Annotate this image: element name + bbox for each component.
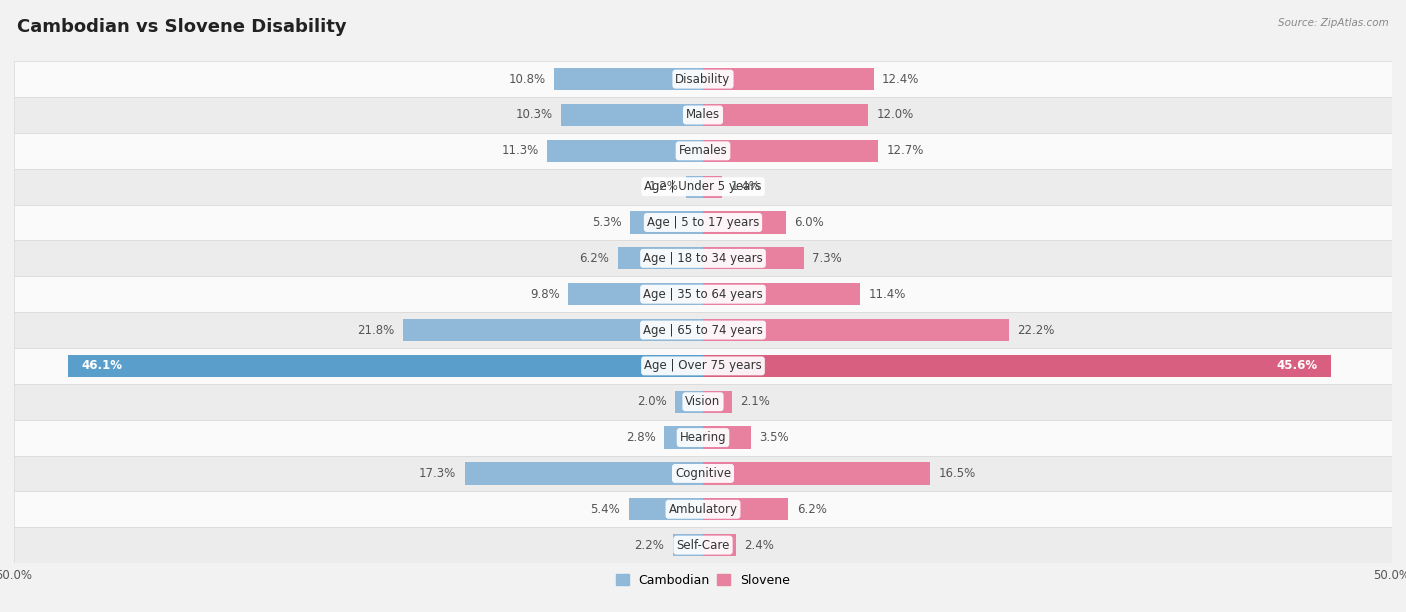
Bar <box>703 68 875 90</box>
Text: Disability: Disability <box>675 73 731 86</box>
Text: 10.3%: 10.3% <box>516 108 553 121</box>
Text: Age | Over 75 years: Age | Over 75 years <box>644 359 762 372</box>
Text: Age | Under 5 years: Age | Under 5 years <box>644 180 762 193</box>
Text: Vision: Vision <box>685 395 721 408</box>
Text: Age | 65 to 74 years: Age | 65 to 74 years <box>643 324 763 337</box>
Legend: Cambodian, Slovene: Cambodian, Slovene <box>612 569 794 592</box>
Text: Age | 5 to 17 years: Age | 5 to 17 years <box>647 216 759 229</box>
Text: Source: ZipAtlas.com: Source: ZipAtlas.com <box>1278 18 1389 28</box>
Bar <box>686 176 703 198</box>
Text: Females: Females <box>679 144 727 157</box>
Text: 6.2%: 6.2% <box>797 503 827 516</box>
Bar <box>703 104 869 126</box>
Bar <box>14 133 1392 169</box>
Bar <box>561 104 703 126</box>
Bar <box>14 312 1392 348</box>
Text: 6.2%: 6.2% <box>579 252 609 265</box>
Bar <box>14 491 1392 527</box>
Bar <box>703 462 931 485</box>
Text: 12.7%: 12.7% <box>886 144 924 157</box>
Text: 12.4%: 12.4% <box>882 73 920 86</box>
Bar <box>672 534 703 556</box>
Bar <box>703 283 860 305</box>
Text: Self-Care: Self-Care <box>676 539 730 551</box>
Bar <box>14 241 1392 276</box>
Bar <box>547 140 703 162</box>
Text: Age | 35 to 64 years: Age | 35 to 64 years <box>643 288 763 300</box>
Bar <box>14 61 1392 97</box>
Text: 17.3%: 17.3% <box>419 467 457 480</box>
Bar <box>568 283 703 305</box>
Text: 16.5%: 16.5% <box>939 467 976 480</box>
Bar <box>67 355 703 377</box>
Bar <box>703 427 751 449</box>
Text: 3.5%: 3.5% <box>759 431 789 444</box>
Text: 11.4%: 11.4% <box>869 288 905 300</box>
Bar <box>703 498 789 520</box>
Text: 2.8%: 2.8% <box>627 431 657 444</box>
Text: Cognitive: Cognitive <box>675 467 731 480</box>
Bar <box>464 462 703 485</box>
Bar <box>703 211 786 234</box>
Text: 2.4%: 2.4% <box>744 539 775 551</box>
Text: 21.8%: 21.8% <box>357 324 394 337</box>
Text: 6.0%: 6.0% <box>794 216 824 229</box>
Text: 10.8%: 10.8% <box>509 73 546 86</box>
Bar <box>703 355 1331 377</box>
Bar <box>703 534 737 556</box>
Text: 5.4%: 5.4% <box>591 503 620 516</box>
Bar <box>675 390 703 413</box>
Bar <box>628 498 703 520</box>
Bar <box>14 455 1392 491</box>
Bar <box>617 247 703 269</box>
Text: 22.2%: 22.2% <box>1017 324 1054 337</box>
Text: 2.1%: 2.1% <box>740 395 770 408</box>
Bar <box>14 348 1392 384</box>
Text: Ambulatory: Ambulatory <box>668 503 738 516</box>
Bar <box>630 211 703 234</box>
Bar <box>703 247 804 269</box>
Bar <box>703 176 723 198</box>
Text: Hearing: Hearing <box>679 431 727 444</box>
Bar <box>14 384 1392 420</box>
Text: 45.6%: 45.6% <box>1277 359 1317 372</box>
Text: 9.8%: 9.8% <box>530 288 560 300</box>
Text: 2.0%: 2.0% <box>637 395 668 408</box>
Text: 5.3%: 5.3% <box>592 216 621 229</box>
Text: 7.3%: 7.3% <box>811 252 842 265</box>
Bar <box>14 527 1392 563</box>
Bar <box>554 68 703 90</box>
Bar <box>703 140 877 162</box>
Text: Cambodian vs Slovene Disability: Cambodian vs Slovene Disability <box>17 18 346 36</box>
Bar <box>14 204 1392 241</box>
Text: Age | 18 to 34 years: Age | 18 to 34 years <box>643 252 763 265</box>
Text: 11.3%: 11.3% <box>502 144 538 157</box>
Bar <box>14 97 1392 133</box>
Text: 1.2%: 1.2% <box>648 180 678 193</box>
Bar <box>14 169 1392 204</box>
Bar <box>14 420 1392 455</box>
Bar <box>14 276 1392 312</box>
Text: 46.1%: 46.1% <box>82 359 122 372</box>
Text: Males: Males <box>686 108 720 121</box>
Bar <box>665 427 703 449</box>
Bar <box>703 390 733 413</box>
Text: 2.2%: 2.2% <box>634 539 665 551</box>
Text: 1.4%: 1.4% <box>731 180 761 193</box>
Text: 12.0%: 12.0% <box>876 108 914 121</box>
Bar <box>402 319 703 341</box>
Bar <box>703 319 1010 341</box>
